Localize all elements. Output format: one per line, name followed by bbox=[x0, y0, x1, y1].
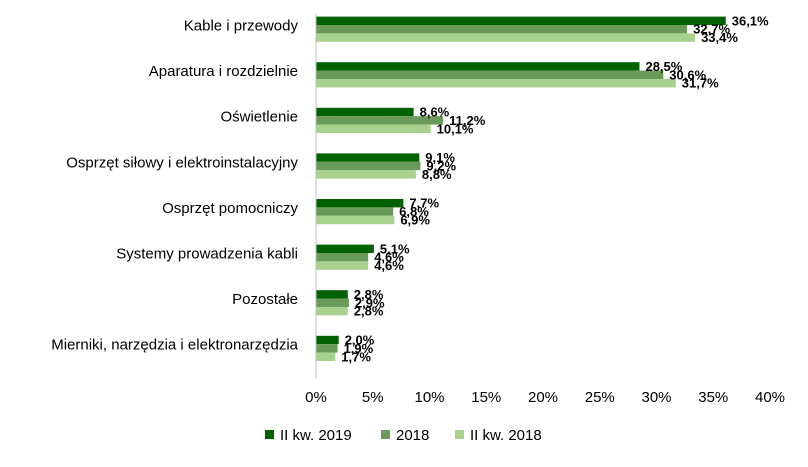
x-tick-label: 30% bbox=[641, 389, 671, 406]
data-label: 36,1% bbox=[732, 13, 769, 28]
legend-label: 2018 bbox=[396, 427, 429, 444]
data-label: 7,7% bbox=[409, 196, 439, 211]
bars-layer bbox=[316, 16, 726, 361]
bar bbox=[316, 124, 431, 133]
bar bbox=[316, 335, 339, 345]
data-label: 8,6% bbox=[420, 105, 450, 120]
data-label: 2,8% bbox=[354, 287, 384, 302]
legend-label: II kw. 2018 bbox=[470, 427, 542, 444]
data-label: 1,7% bbox=[341, 349, 371, 364]
bar bbox=[316, 16, 726, 25]
bar bbox=[316, 62, 640, 71]
x-tick-label: 35% bbox=[698, 389, 728, 406]
data-label: 2,8% bbox=[354, 304, 384, 319]
bar bbox=[316, 153, 420, 162]
bar bbox=[316, 253, 369, 262]
bar bbox=[316, 79, 676, 88]
data-label: 10,1% bbox=[437, 121, 474, 136]
bar bbox=[316, 25, 688, 34]
bar bbox=[316, 116, 444, 125]
x-tick-label: 40% bbox=[755, 389, 785, 406]
category-labels: Kable i przewody Aparatura i rozdzielnie O… bbox=[51, 18, 298, 354]
x-tick-label: 0% bbox=[305, 389, 327, 406]
data-label: 2,0% bbox=[345, 333, 375, 348]
bar bbox=[316, 352, 336, 361]
data-label: 30,6% bbox=[669, 67, 706, 82]
data-label: 5,1% bbox=[380, 241, 410, 256]
category-label: Oświetlenie bbox=[220, 109, 298, 126]
data-labels-layer: 36,1%32,7%33,4%28,5%30,6%31,7%8,6%11,2%1… bbox=[341, 13, 769, 364]
bar bbox=[316, 107, 414, 117]
bar bbox=[316, 207, 394, 216]
bar bbox=[316, 298, 349, 307]
bar bbox=[316, 199, 404, 208]
data-label: 6,8% bbox=[399, 204, 429, 219]
data-label: 33,4% bbox=[701, 30, 738, 45]
x-axis-tick-labels: 0% 5% 10% 15% 20% 25% 30% 35% 40% bbox=[305, 389, 785, 406]
bar bbox=[316, 307, 348, 316]
bar bbox=[316, 161, 421, 171]
data-label: 1,9% bbox=[344, 341, 374, 356]
x-tick-label: 20% bbox=[528, 389, 558, 406]
bar bbox=[316, 170, 416, 179]
category-label: Aparatura i rozdzielnie bbox=[149, 63, 298, 80]
data-label: 2,9% bbox=[355, 295, 385, 310]
data-label: 32,7% bbox=[693, 22, 730, 37]
bar bbox=[316, 33, 696, 42]
category-label: Osprzęt siłowy i elektroinstalacyjny bbox=[66, 154, 298, 171]
data-label: 4,6% bbox=[374, 250, 404, 265]
x-tick-label: 15% bbox=[471, 389, 501, 406]
category-label: Mierniki, narzędzia i elektronarzędzia bbox=[51, 337, 298, 354]
data-label: 9,2% bbox=[426, 159, 456, 174]
bar bbox=[316, 290, 348, 299]
x-tick-label: 10% bbox=[414, 389, 444, 406]
bar bbox=[316, 344, 338, 353]
legend-label: II kw. 2019 bbox=[280, 427, 352, 444]
category-label: Pozostałe bbox=[232, 291, 298, 308]
bar bbox=[316, 261, 369, 270]
data-label: 6,9% bbox=[400, 213, 430, 228]
data-label: 9,1% bbox=[425, 150, 455, 165]
data-label: 31,7% bbox=[682, 76, 719, 91]
legend-swatch bbox=[381, 430, 390, 439]
category-label: Osprzęt pomocniczy bbox=[162, 200, 298, 217]
x-tick-label: 5% bbox=[362, 389, 384, 406]
category-label: Systemy prowadzenia kabli bbox=[116, 246, 298, 263]
bar bbox=[316, 70, 664, 79]
category-label: Kable i przewody bbox=[184, 18, 299, 35]
data-label: 8,8% bbox=[422, 167, 452, 182]
bar bbox=[316, 215, 395, 225]
legend: II kw. 2019 2018 II kw. 2018 bbox=[265, 427, 542, 444]
legend-swatch bbox=[455, 430, 464, 439]
data-label: 28,5% bbox=[645, 59, 682, 74]
data-label: 4,6% bbox=[374, 258, 404, 273]
data-label: 11,2% bbox=[449, 113, 486, 128]
legend-swatch bbox=[265, 430, 274, 439]
bar bbox=[316, 244, 374, 253]
x-tick-label: 25% bbox=[585, 389, 615, 406]
